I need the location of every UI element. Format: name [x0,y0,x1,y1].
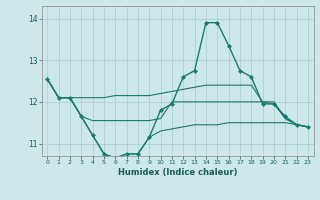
X-axis label: Humidex (Indice chaleur): Humidex (Indice chaleur) [118,168,237,177]
